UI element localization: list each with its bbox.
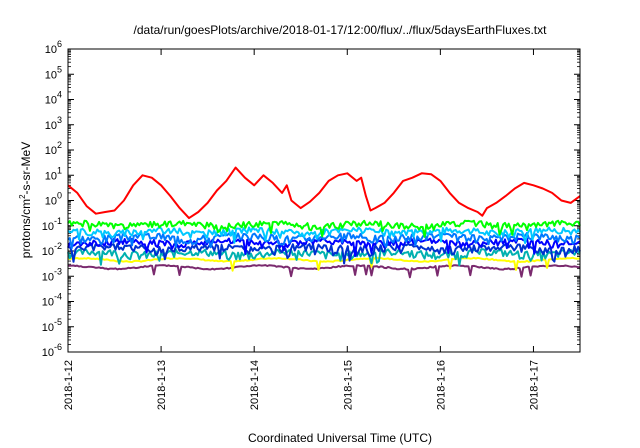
- series-line: [67, 242, 581, 265]
- plot-frame: [67, 48, 581, 353]
- series-line: [67, 166, 581, 220]
- y-axis-label-base: protons/cm: [19, 199, 33, 258]
- x-tick-label: 2018-1-15: [342, 360, 354, 410]
- y-tick-label: 105: [45, 64, 62, 81]
- x-tick-label: 2018-1-17: [528, 360, 540, 410]
- x-tick-label: 2018-1-13: [156, 360, 168, 410]
- y-tick-label: 100: [45, 191, 62, 208]
- chart-title: /data/run/goesPlots/archive/2018-01-17/1…: [134, 23, 548, 37]
- series-lines: [67, 166, 581, 279]
- series-line: [67, 248, 581, 267]
- y-tick-label: 10-2: [42, 241, 62, 258]
- x-tick-label: 2018-1-14: [249, 360, 261, 410]
- y-tick-label: 102: [45, 140, 62, 157]
- y-tick-label: 104: [45, 90, 62, 107]
- series-line: [67, 226, 581, 244]
- y-tick-label: 10-6: [42, 342, 62, 359]
- x-tick-label: 2018-1-12: [63, 360, 75, 410]
- y-tick-label: 10-4: [42, 292, 62, 309]
- y-tick-label: 10-1: [42, 216, 62, 233]
- y-axis-ticks: 10-6 10-5 10-4 10-3 10-2 10-1 100 101 102 103 104 1…: [42, 39, 580, 359]
- y-tick-label: 10-3: [42, 266, 62, 283]
- y-tick-label: 10-5: [42, 317, 62, 334]
- y-tick-label: 103: [45, 115, 62, 132]
- x-axis-label: Coordinated Universal Time (UTC): [248, 431, 432, 445]
- series-line: [68, 264, 581, 279]
- y-tick-label: 106: [45, 39, 62, 56]
- series-line: [67, 219, 581, 238]
- y-tick-label: 101: [45, 165, 62, 182]
- x-axis-ticks: 2018-1-12 2018-1-13 2018-1-14 2018-1-15 2018…: [63, 49, 540, 410]
- y-axis-label-sup: 2: [18, 194, 27, 199]
- x-tick-label: 2018-1-16: [435, 360, 447, 410]
- series-line: [67, 231, 581, 250]
- series-line: [67, 256, 581, 272]
- y-axis-label-rest: -s-sr-MeV: [19, 142, 33, 195]
- y-axis-label: protons/cm2-s-sr-MeV: [18, 142, 33, 258]
